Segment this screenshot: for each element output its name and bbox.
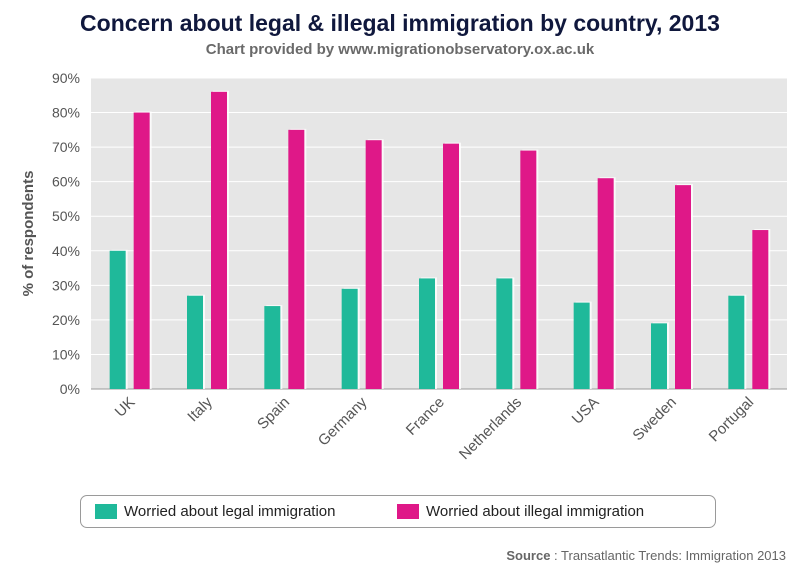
legend-swatch-illegal [397, 504, 419, 519]
y-tick-label: 10% [52, 346, 80, 362]
x-tick-label: Italy [184, 393, 216, 425]
legend-item-legal: Worried about legal immigration [95, 503, 336, 520]
legend-label-legal: Worried about legal immigration [124, 503, 336, 520]
y-tick-label: 90% [52, 70, 80, 86]
y-axis-title: % of respondents [20, 171, 37, 297]
source-text: : Transatlantic Trends: Immigration 2013 [550, 548, 786, 563]
bar-illegal-uk [133, 112, 150, 390]
legend: Worried about legal immigration Worried … [80, 495, 716, 528]
y-tick-label: 80% [52, 105, 80, 121]
bar-illegal-italy [211, 91, 227, 390]
y-tick-label: 30% [52, 277, 80, 293]
bar-illegal-usa [597, 178, 614, 389]
y-tick-label: 50% [52, 208, 80, 224]
y-tick-label: 0% [60, 381, 80, 397]
x-tick-label: Spain [254, 394, 293, 433]
source-note: Source : Transatlantic Trends: Immigrati… [506, 548, 786, 563]
x-tick-label: Germany [315, 393, 371, 449]
source-label: Source [506, 548, 551, 563]
plot-background [91, 78, 787, 389]
bar-legal-italy [187, 295, 203, 389]
bar-illegal-portugal [752, 230, 769, 389]
bar-illegal-france [443, 143, 459, 389]
legend-item-illegal: Worried about illegal immigration [397, 503, 644, 520]
y-tick-label: 40% [52, 243, 80, 259]
bar-illegal-netherlands [520, 150, 537, 389]
x-tick-label: Sweden [629, 394, 679, 444]
bar-legal-uk [109, 250, 126, 389]
bar-chart: 0% 10% 20% 30% 40% 50% 60% 70% 80% 90% % of respon… [20, 70, 787, 463]
y-tick-label: 70% [52, 139, 80, 155]
bar-illegal-sweden [675, 185, 691, 389]
bar-legal-france [419, 278, 435, 389]
y-tick-label: 20% [52, 312, 80, 328]
x-tick-label: Netherlands [456, 394, 525, 463]
bar-legal-germany [341, 288, 358, 389]
legend-swatch-legal [95, 504, 117, 519]
bar-legal-usa [573, 302, 590, 389]
bar-legal-sweden [651, 323, 667, 389]
bar-illegal-spain [288, 129, 305, 390]
x-tick-label: UK [112, 394, 139, 421]
y-tick-label: 60% [52, 174, 80, 190]
x-tick-label: France [403, 394, 448, 439]
bar-illegal-germany [365, 140, 382, 389]
x-tick-label: USA [569, 394, 603, 428]
x-tick-label: Portugal [706, 394, 758, 446]
chart-title: Concern about legal & illegal immigratio… [80, 10, 720, 36]
chart-subtitle: Chart provided by www.migrationobservato… [205, 41, 595, 58]
bar-legal-portugal [728, 295, 745, 389]
bar-legal-spain [264, 306, 281, 389]
bar-legal-netherlands [496, 278, 513, 389]
legend-label-illegal: Worried about illegal immigration [426, 503, 645, 520]
